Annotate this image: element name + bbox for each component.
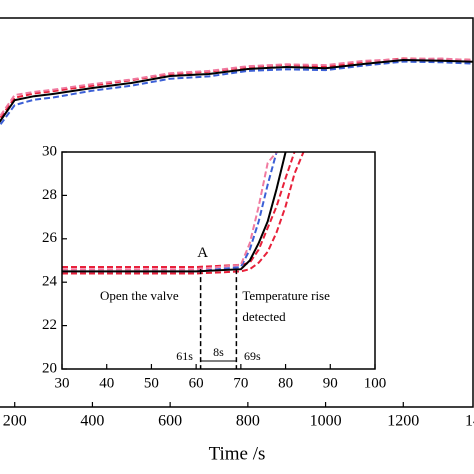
- x-tick-label: 80: [278, 375, 293, 391]
- series-line: [62, 152, 287, 273]
- plot-background: [62, 152, 375, 369]
- x-tick-label: 600: [158, 413, 182, 430]
- annotation: Temperature rise: [242, 288, 330, 303]
- x-tick-label: 400: [80, 413, 104, 430]
- x-tick-label: 90: [323, 375, 338, 391]
- marker-label: 61s: [176, 349, 193, 363]
- x-tick-label: 60: [189, 375, 204, 391]
- series-line: [0, 58, 473, 124]
- annotation: 8s: [213, 345, 224, 359]
- x-tick-label: 1400: [465, 413, 474, 430]
- plot-frame: [61, 151, 376, 370]
- plot-frame: [0, 17, 474, 408]
- series-line: [62, 152, 296, 268]
- marker-label: 69s: [244, 349, 261, 363]
- y-tick-label: 30: [42, 143, 57, 159]
- x-tick-label: 200: [3, 413, 27, 430]
- x-tick-label: 800: [236, 413, 260, 430]
- x-tick-label: 30: [55, 375, 70, 391]
- y-tick-label: 26: [42, 230, 58, 246]
- y-tick-label: 28: [42, 187, 57, 203]
- series-line: [0, 57, 473, 118]
- y-tick-label: 24: [42, 274, 58, 290]
- x-tick-label: 1000: [310, 413, 342, 430]
- x-tick-label: 70: [233, 375, 248, 391]
- annotation: Open the valve: [100, 288, 179, 303]
- annotation: A: [197, 245, 208, 261]
- x-tick-label: 1200: [387, 413, 419, 430]
- series-group: [0, 57, 473, 127]
- annotation: detected: [242, 309, 286, 324]
- x-tick-label: 100: [364, 375, 387, 391]
- x-axis-label: Time /s: [209, 443, 266, 464]
- series-line: [62, 152, 305, 275]
- x-tick-label: 50: [144, 375, 159, 391]
- y-tick-label: 20: [42, 360, 57, 376]
- y-tick-label: 22: [42, 317, 57, 333]
- series-line: [62, 152, 278, 271]
- series-line: [0, 60, 473, 127]
- x-tick-label: 40: [99, 375, 114, 391]
- series-group: [62, 152, 305, 275]
